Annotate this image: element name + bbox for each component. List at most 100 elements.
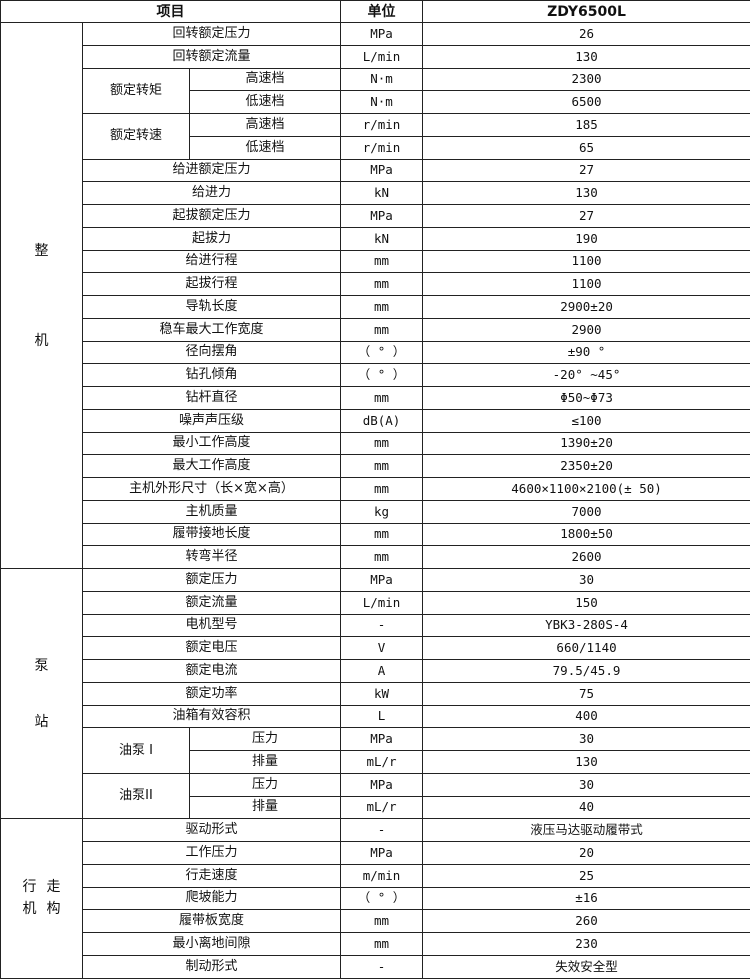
unit-cell: mm: [341, 910, 423, 933]
unit-cell: -: [341, 614, 423, 637]
unit-cell: dB(A): [341, 409, 423, 432]
item-name: 稳车最大工作宽度: [83, 318, 341, 341]
unit-cell: kN: [341, 227, 423, 250]
unit-cell: MPa: [341, 569, 423, 592]
unit-cell: mm: [341, 296, 423, 319]
unit-cell: L/min: [341, 591, 423, 614]
value-cell: 1390±20: [423, 432, 750, 455]
table-row: 径向摆角（ ° ）±90 °: [1, 341, 750, 364]
item-name: 履带板宽度: [83, 910, 341, 933]
unit-cell: MPa: [341, 842, 423, 865]
item-name: 回转额定压力: [83, 23, 341, 46]
value-cell: 1100: [423, 273, 750, 296]
item-name: 履带接地长度: [83, 523, 341, 546]
item-name: 额定电流: [83, 660, 341, 683]
sub-item-name: 排量: [190, 796, 341, 819]
item-name: 噪声声压级: [83, 409, 341, 432]
value-cell: 2600: [423, 546, 750, 569]
item-name: 制动形式: [83, 955, 341, 978]
item-name: 额定电压: [83, 637, 341, 660]
value-cell: 65: [423, 136, 750, 159]
item-name: 钻杆直径: [83, 387, 341, 410]
item-name: 行走速度: [83, 864, 341, 887]
value-cell: -20° ~45°: [423, 364, 750, 387]
table-row: 制动形式-失效安全型: [1, 955, 750, 978]
item-name: 起拔额定压力: [83, 205, 341, 228]
unit-cell: L/min: [341, 45, 423, 68]
table-row: 电机型号-YBK3-280S-4: [1, 614, 750, 637]
sub-item-name: 低速档: [190, 91, 341, 114]
header-item: 项目: [1, 1, 341, 23]
value-cell: ≤100: [423, 409, 750, 432]
unit-cell: MPa: [341, 23, 423, 46]
unit-cell: V: [341, 637, 423, 660]
item-name: 额定功率: [83, 682, 341, 705]
item-name: 给进力: [83, 182, 341, 205]
table-row: 爬坡能力（ ° ）±16: [1, 887, 750, 910]
value-cell: 660/1140: [423, 637, 750, 660]
unit-cell: mm: [341, 432, 423, 455]
item-name: 给进额定压力: [83, 159, 341, 182]
item-name: 爬坡能力: [83, 887, 341, 910]
value-cell: 30: [423, 728, 750, 751]
unit-cell: （ ° ）: [341, 341, 423, 364]
unit-cell: mm: [341, 318, 423, 341]
unit-cell: mm: [341, 387, 423, 410]
unit-cell: mm: [341, 933, 423, 956]
unit-cell: N·m: [341, 91, 423, 114]
item-name: 电机型号: [83, 614, 341, 637]
unit-cell: （ ° ）: [341, 364, 423, 387]
item-name: 转弯半径: [83, 546, 341, 569]
section-label-text: 整机: [1, 241, 82, 351]
unit-cell: kg: [341, 500, 423, 523]
value-cell: 4600×1100×2100(± 50): [423, 478, 750, 501]
unit-cell: MPa: [341, 159, 423, 182]
unit-cell: mL/r: [341, 751, 423, 774]
value-cell: 25: [423, 864, 750, 887]
value-cell: ±16: [423, 887, 750, 910]
section-label: 行走机构: [1, 819, 83, 978]
value-cell: YBK3-280S-4: [423, 614, 750, 637]
value-cell: 30: [423, 569, 750, 592]
item-name: 额定流量: [83, 591, 341, 614]
group-name: 油泵 I: [83, 728, 190, 774]
unit-cell: MPa: [341, 773, 423, 796]
value-cell: 2350±20: [423, 455, 750, 478]
value-cell: 20: [423, 842, 750, 865]
value-cell: 2900±20: [423, 296, 750, 319]
value-cell: 27: [423, 159, 750, 182]
unit-cell: mm: [341, 546, 423, 569]
unit-cell: mm: [341, 455, 423, 478]
unit-cell: mm: [341, 273, 423, 296]
sub-item-name: 低速档: [190, 136, 341, 159]
unit-cell: N·m: [341, 68, 423, 91]
value-cell: 液压马达驱动履带式: [423, 819, 750, 842]
unit-cell: L: [341, 705, 423, 728]
item-name: 主机质量: [83, 500, 341, 523]
unit-cell: r/min: [341, 136, 423, 159]
value-cell: 27: [423, 205, 750, 228]
unit-cell: （ ° ）: [341, 887, 423, 910]
header-unit: 单位: [341, 1, 423, 23]
value-cell: 79.5/45.9: [423, 660, 750, 683]
unit-cell: mL/r: [341, 796, 423, 819]
section-label-text: 泵站: [1, 656, 82, 732]
item-name: 工作压力: [83, 842, 341, 865]
value-cell: 130: [423, 751, 750, 774]
item-name: 最小工作高度: [83, 432, 341, 455]
item-name: 起拔力: [83, 227, 341, 250]
